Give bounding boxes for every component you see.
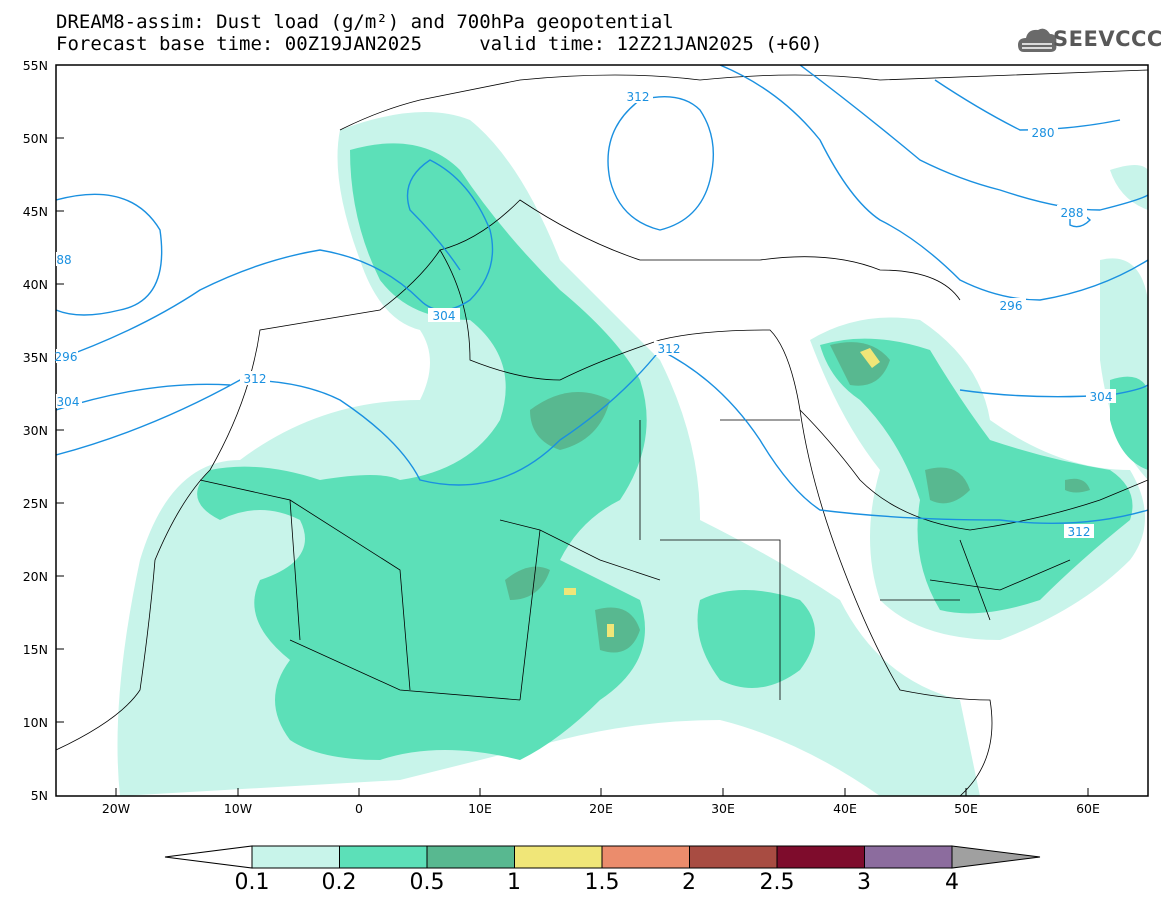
colorbar-bin <box>689 845 778 869</box>
lon-label: 60E <box>1076 801 1100 816</box>
colorbar-bin <box>776 845 865 869</box>
lon-label: 0 <box>355 801 363 816</box>
colorbar-bin <box>601 845 690 869</box>
coastlines-and-borders <box>56 69 1148 796</box>
contour-label: 296 <box>1000 299 1023 313</box>
map-title-line-2: Forecast base time: 00Z19JAN2025 valid t… <box>56 33 823 55</box>
contour-label: 312 <box>1068 525 1091 539</box>
contour-label: 304 <box>57 395 80 409</box>
lat-label: 30N <box>23 423 48 438</box>
colorbar-label: 1 <box>507 870 521 895</box>
lon-labels: 20W 10W 0 10E 20E 30E 40E 50E 60E <box>102 801 1100 816</box>
lon-label: 20E <box>589 801 613 816</box>
lat-label: 10N <box>23 715 48 730</box>
colorbar-bin <box>514 845 603 869</box>
colorbar-high-arrow <box>951 845 1041 869</box>
lat-labels: 55N 50N 45N 40N 35N 30N 25N 20N 15N 10N … <box>23 58 48 803</box>
logo-text: SEEVCCC <box>1053 27 1163 51</box>
dust-shading-dark <box>505 342 1090 653</box>
lat-label: 50N <box>23 131 48 146</box>
colorbar-label: 0.1 <box>234 870 270 895</box>
colorbar-bin <box>251 845 340 869</box>
colorbar-label: 3 <box>857 870 871 895</box>
colorbar-bin <box>864 845 953 869</box>
colorbar-low-arrow <box>164 845 253 869</box>
seevccc-cloud-logo-icon <box>1018 28 1057 52</box>
colorbar-label: 2.5 <box>759 870 795 895</box>
lat-label: 55N <box>23 58 48 73</box>
lat-label: 25N <box>23 496 48 511</box>
lon-label: 50E <box>954 801 978 816</box>
dust-shading-mid <box>197 143 1148 761</box>
lat-ticks <box>56 64 64 797</box>
contour-label: 288 <box>1061 206 1084 220</box>
colorbar-label: 1.5 <box>584 870 620 895</box>
lat-label: 40N <box>23 277 48 292</box>
colorbar-label: 0.5 <box>409 870 445 895</box>
contour-label: 304 <box>1090 390 1113 404</box>
contour-label: 304 <box>433 309 456 323</box>
lon-label: 40E <box>833 801 857 816</box>
lon-ticks <box>115 788 1089 796</box>
colorbar-label: 4 <box>945 870 959 895</box>
colorbar <box>164 845 1041 869</box>
lon-label: 20W <box>102 801 130 816</box>
colorbar-bin <box>426 845 515 869</box>
lon-label: 10E <box>468 801 492 816</box>
contour-label: 312 <box>627 90 650 104</box>
contour-labels: 312 280 288 88 296 304 312 304 296 312 3… <box>55 89 1116 539</box>
contour-label: 280 <box>1032 126 1055 140</box>
contour-label: 312 <box>658 342 681 356</box>
lat-label: 20N <box>23 569 48 584</box>
colorbar-label: 0.2 <box>321 870 357 895</box>
dust-shading-yellow <box>564 348 880 637</box>
contour-label: 312 <box>244 372 267 386</box>
lon-label: 30E <box>711 801 735 816</box>
lat-label: 15N <box>23 642 48 657</box>
colorbar-bin <box>339 845 428 869</box>
lat-label: 5N <box>31 788 48 803</box>
lat-label: 35N <box>23 350 48 365</box>
colorbar-label: 2 <box>682 870 696 895</box>
lat-label: 45N <box>23 204 48 219</box>
contour-label: 296 <box>55 350 78 364</box>
lon-label: 10W <box>224 801 252 816</box>
map-title-line-1: DREAM8-assim: Dust load (g/m²) and 700hP… <box>56 11 674 33</box>
contour-label: 88 <box>56 253 71 267</box>
